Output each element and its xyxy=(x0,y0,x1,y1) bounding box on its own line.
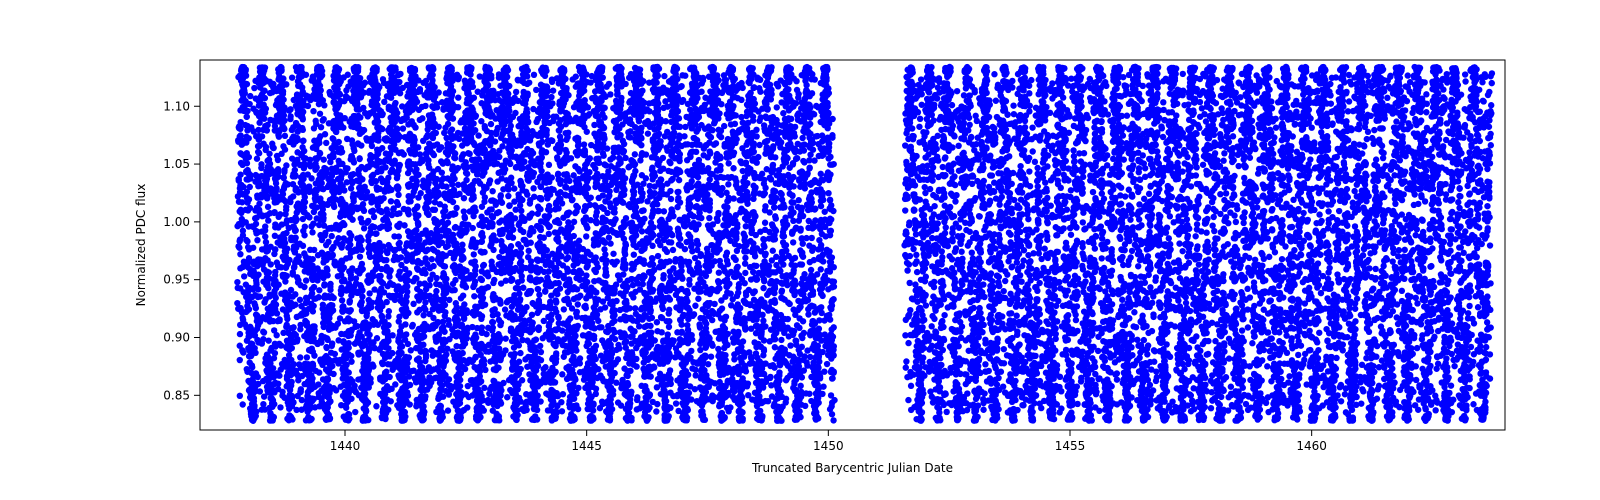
y-axis-label: Normalized PDC flux xyxy=(134,184,148,307)
x-tick-label: 1455 xyxy=(1055,439,1086,453)
x-tick-label: 1460 xyxy=(1296,439,1327,453)
x-axis-label: Truncated Barycentric Julian Date xyxy=(751,461,953,475)
y-tick-label: 0.90 xyxy=(163,331,190,345)
x-tick-label: 1450 xyxy=(813,439,844,453)
x-tick-label: 1440 xyxy=(330,439,361,453)
lightcurve-chart: 1440 1445 1450 1455 1460 0.85 0.90 0.95 1.00 1.05… xyxy=(0,0,1600,500)
chart-svg: 1440 1445 1450 1455 1460 0.85 0.90 0.95 1.00 1.05… xyxy=(0,0,1600,500)
y-tick-label: 0.85 xyxy=(163,388,190,402)
y-tick-label: 0.95 xyxy=(163,273,190,287)
y-tick-label: 1.00 xyxy=(163,215,190,229)
y-tick-label: 1.10 xyxy=(163,99,190,113)
y-tick-label: 1.05 xyxy=(163,157,190,171)
x-tick-label: 1445 xyxy=(571,439,602,453)
